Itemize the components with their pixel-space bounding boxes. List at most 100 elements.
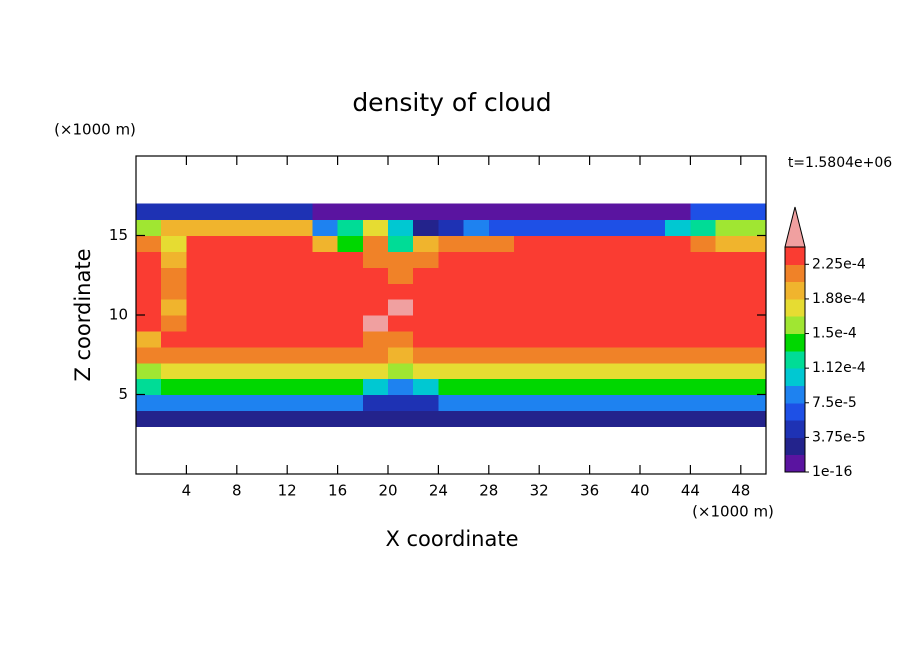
contour-cell (690, 251, 717, 268)
colorbar-extension (784, 206, 806, 248)
contour-cell (589, 251, 616, 268)
contour-cell (388, 219, 414, 237)
contour-cell (740, 267, 767, 284)
contour-cell (640, 410, 666, 427)
contour-cell (413, 346, 439, 364)
contour-cell (186, 315, 213, 332)
contour-cell (690, 410, 717, 427)
contour-cell (362, 346, 389, 364)
contour-cell (740, 315, 767, 332)
contour-cell (463, 235, 490, 252)
contour-cell (463, 330, 490, 348)
contour-cell (640, 203, 666, 221)
contour-cell (362, 219, 389, 237)
contour-cell (614, 251, 641, 268)
contour-cell (337, 283, 364, 300)
contour-cell (362, 330, 389, 348)
plot-frame (135, 155, 767, 475)
contour-cell (740, 394, 767, 411)
contour-cell (614, 330, 641, 348)
contour-cell (236, 235, 263, 252)
x-tick-label: 32 (530, 482, 549, 500)
contour-cell (740, 251, 767, 268)
contour-cell (640, 283, 666, 300)
contour-cell (614, 219, 641, 237)
contour-cell (186, 394, 213, 411)
colorbar-band (785, 247, 805, 265)
contour-cell (614, 315, 641, 332)
contour-cell (640, 299, 666, 316)
contour-cell (413, 362, 439, 380)
contour-cell (438, 410, 465, 427)
contour-cell (236, 410, 263, 427)
contour-cell (488, 235, 515, 252)
contour-cell (186, 251, 213, 268)
contour-cell (640, 267, 666, 284)
contour-cell (161, 410, 187, 427)
contour-cell (488, 219, 515, 237)
contour-cell (388, 330, 414, 348)
contour-cell (463, 267, 490, 284)
contour-cell (514, 378, 540, 396)
contour-cell (287, 251, 313, 268)
contour-cell (262, 410, 288, 427)
contour-cell (539, 203, 565, 221)
contour-cell (312, 394, 339, 411)
contour-cell (514, 394, 540, 411)
contour-cell (514, 219, 540, 237)
contour-cell (665, 394, 691, 411)
contour-cell (236, 251, 263, 268)
contour-cell (186, 330, 213, 348)
contour-cell (438, 315, 465, 332)
contour-cell (539, 283, 565, 300)
contour-cell (715, 330, 742, 348)
contour-cell (211, 362, 238, 380)
contour-cell (136, 299, 162, 316)
contour-cell (337, 346, 364, 364)
contour-cell (564, 394, 591, 411)
y-tick-label: 10 (109, 306, 128, 324)
x-tick-label: 48 (731, 482, 750, 500)
contour-cell (287, 410, 313, 427)
contour-cell (589, 267, 616, 284)
contour-cell (514, 283, 540, 300)
colorbar-band (785, 281, 805, 300)
contour-cell (740, 378, 767, 396)
contour-cell (161, 378, 187, 396)
contour-cell (589, 378, 616, 396)
contour-cell (614, 299, 641, 316)
contour-cell (438, 283, 465, 300)
contour-cell (337, 330, 364, 348)
contour-cell (186, 299, 213, 316)
contour-cell (211, 251, 238, 268)
colorbar-tick-label: 1.88e-4 (812, 291, 866, 307)
contour-cell (388, 235, 414, 252)
contour-cell (564, 346, 591, 364)
contour-cell (312, 267, 339, 284)
contour-cell (438, 346, 465, 364)
contour-cell (488, 362, 515, 380)
contour-cell (640, 378, 666, 396)
contour-cell (715, 251, 742, 268)
contour-cell (589, 315, 616, 332)
contour-cell (614, 346, 641, 364)
x-tick-label: 36 (580, 482, 599, 500)
contour-cell (312, 235, 339, 252)
contour-cell (337, 410, 364, 427)
contour-cell (136, 362, 162, 380)
contour-cell (287, 235, 313, 252)
y-unit-label: (×1000 m) (54, 121, 136, 139)
contour-cell (690, 330, 717, 348)
contour-cell (388, 315, 414, 332)
colorbar-band (785, 385, 805, 404)
contour-cell (665, 283, 691, 300)
contour-cell (161, 267, 187, 284)
x-tick-label: 4 (182, 482, 192, 500)
contour-cell (413, 219, 439, 237)
contour-cell (665, 362, 691, 380)
contour-cell (287, 315, 313, 332)
contour-cell (413, 267, 439, 284)
contour-cell (589, 203, 616, 221)
contour-cell (262, 394, 288, 411)
contour-cell (564, 267, 591, 284)
